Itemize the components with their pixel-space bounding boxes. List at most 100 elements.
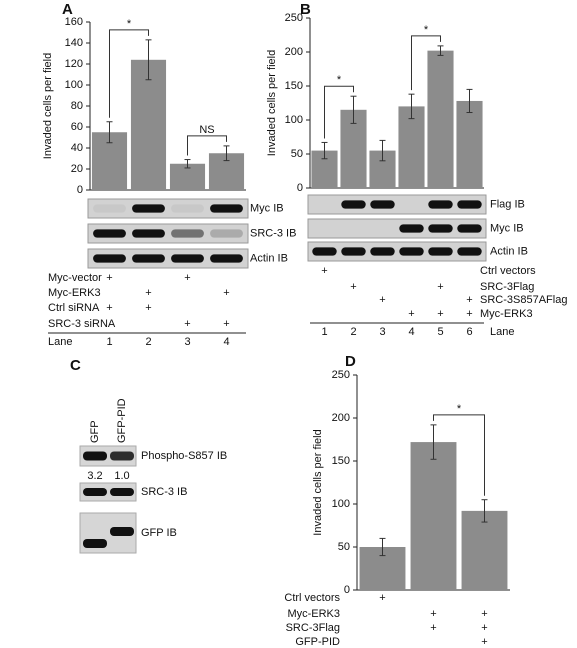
significance-label: * xyxy=(457,403,462,415)
y-tick-label: 250 xyxy=(332,369,350,381)
bar xyxy=(398,106,425,188)
treatment-sign: + xyxy=(430,608,436,620)
blot-band xyxy=(399,247,424,256)
treatment-label: Ctrl vectors xyxy=(480,265,536,277)
y-axis-label: Invaded cells per field xyxy=(312,429,324,535)
blot-band xyxy=(457,200,482,209)
panel-letter: B xyxy=(300,1,311,18)
lane-label: GFP-PID xyxy=(116,398,128,443)
treatment-label: GFP-PID xyxy=(295,636,340,648)
blot-band xyxy=(428,200,453,209)
blot-band xyxy=(312,247,337,256)
treatment-sign: + xyxy=(106,302,112,314)
treatment-sign: + xyxy=(184,272,190,284)
blot-band xyxy=(132,254,165,263)
y-tick-label: 200 xyxy=(285,46,303,58)
lane-number: 3 xyxy=(379,326,385,338)
blot-band xyxy=(370,247,395,256)
blot-band xyxy=(171,229,204,238)
blot-strip xyxy=(87,223,249,244)
treatment-sign: + xyxy=(481,608,487,620)
bar xyxy=(461,510,508,590)
y-tick-label: 250 xyxy=(285,12,303,24)
y-tick-label: 100 xyxy=(285,114,303,126)
y-tick-label: 20 xyxy=(71,163,83,175)
significance-bracket xyxy=(109,29,149,118)
blot-band xyxy=(93,254,126,263)
treatment-label: SRC-3S857AFlag xyxy=(480,294,567,306)
blot-band xyxy=(370,200,395,209)
treatment-label: SRC-3Flag xyxy=(286,622,340,634)
treatment-label: Myc-ERK3 xyxy=(48,287,101,299)
y-tick-label: 200 xyxy=(332,412,350,424)
blot-strip xyxy=(79,482,137,502)
y-tick-label: 40 xyxy=(71,142,83,154)
treatment-label: Myc-ERK3 xyxy=(287,608,340,620)
blot-label: Actin IB xyxy=(490,245,528,257)
blot-band xyxy=(428,224,453,233)
panel-letter: C xyxy=(70,357,81,374)
significance-label: NS xyxy=(199,124,214,136)
y-tick-label: 80 xyxy=(71,100,83,112)
treatment-label: SRC-3Flag xyxy=(480,281,534,293)
treatment-sign: + xyxy=(437,308,443,320)
treatment-sign: + xyxy=(466,294,472,306)
treatment-sign: + xyxy=(223,287,229,299)
bar xyxy=(427,50,454,188)
blot-band xyxy=(171,254,204,263)
significance-bracket xyxy=(187,135,227,156)
y-tick-label: 140 xyxy=(65,37,83,49)
blot-band xyxy=(83,539,107,548)
treatment-sign: + xyxy=(481,622,487,634)
treatment-label: SRC-3 siRNA xyxy=(48,318,116,330)
band-quantification: 1.0 xyxy=(114,470,129,482)
blot-band xyxy=(210,254,243,263)
y-tick-label: 50 xyxy=(291,148,303,160)
y-tick-label: 120 xyxy=(65,58,83,70)
treatment-sign: + xyxy=(106,272,112,284)
blot-label: Myc IB xyxy=(490,222,524,234)
blot-band xyxy=(110,451,134,461)
blot-strip xyxy=(307,241,487,262)
blot-band xyxy=(457,224,482,233)
bar xyxy=(456,100,483,188)
blot-band xyxy=(210,204,243,213)
y-tick-label: 100 xyxy=(65,79,83,91)
blot-label: SRC-3 IB xyxy=(250,227,296,239)
blot-band xyxy=(210,229,243,238)
blot-label: Myc IB xyxy=(250,202,284,214)
treatment-sign: + xyxy=(321,265,327,277)
blot-label: GFP IB xyxy=(141,527,177,539)
treatment-label: Myc-ERK3 xyxy=(480,308,533,320)
blot-label: SRC-3 IB xyxy=(141,486,187,498)
treatment-label: Myc-vector xyxy=(48,272,102,284)
lane-label: GFP xyxy=(89,420,101,443)
blot-label: Flag IB xyxy=(490,198,525,210)
significance-label: * xyxy=(127,18,132,30)
panel-letter: A xyxy=(62,1,73,18)
treatment-sign: + xyxy=(184,318,190,330)
blot-strip xyxy=(307,194,487,215)
significance-label: * xyxy=(337,74,342,86)
blot-band xyxy=(83,487,107,497)
blot-band xyxy=(110,487,134,497)
y-tick-label: 0 xyxy=(297,182,303,194)
y-tick-label: 0 xyxy=(344,584,350,596)
blot-band xyxy=(428,247,453,256)
blot-strip xyxy=(87,248,249,269)
blot-band xyxy=(457,247,482,256)
lane-title: Lane xyxy=(48,336,72,348)
blot-strip xyxy=(87,198,249,219)
y-tick-label: 100 xyxy=(332,498,350,510)
blot-band xyxy=(93,229,126,238)
lane-number: 4 xyxy=(408,326,414,338)
treatment-sign: + xyxy=(379,592,385,604)
y-axis-label: Invaded cells per field xyxy=(266,50,278,156)
lane-number: 1 xyxy=(321,326,327,338)
blot-band xyxy=(341,247,366,256)
y-tick-label: 150 xyxy=(285,80,303,92)
treatment-sign: + xyxy=(437,281,443,293)
blot-band xyxy=(83,451,107,461)
blot-band xyxy=(93,204,126,213)
